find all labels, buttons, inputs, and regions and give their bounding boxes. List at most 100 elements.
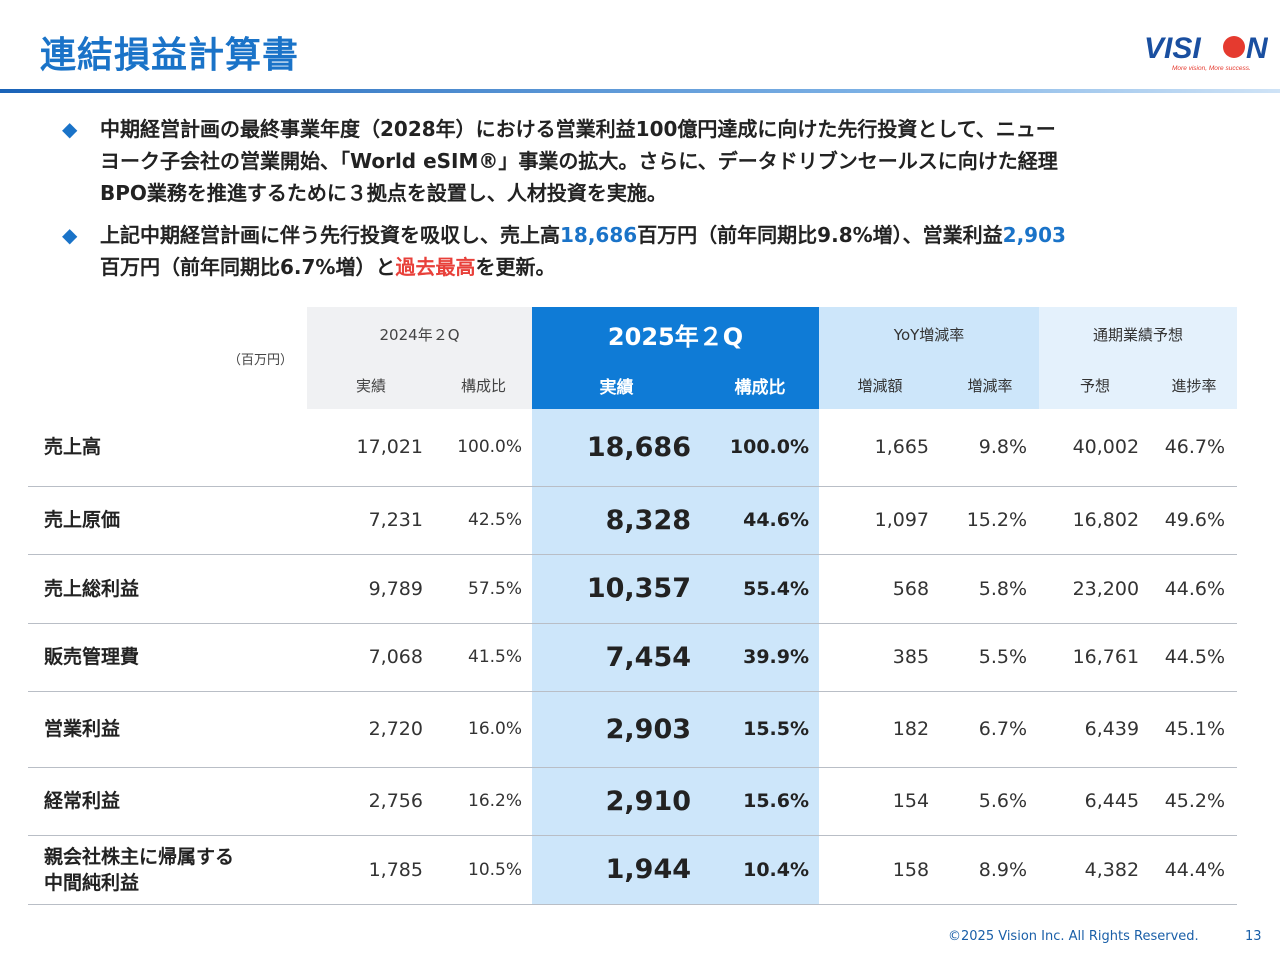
svg-text:N: N xyxy=(1246,32,1268,65)
table-row: 売上原価 7,231 42.5% 8,328 44.6% 1,097 15.2%… xyxy=(28,486,1238,555)
cell-rate: 5.6% xyxy=(941,767,1040,836)
col-rate: 増減率 xyxy=(941,361,1040,409)
col-prev-ratio: 構成比 xyxy=(435,361,533,409)
page-number: 13 xyxy=(1245,929,1262,944)
diamond-bullet-icon: ◆ xyxy=(62,117,78,141)
table-row: 売上高 17,021 100.0% 18,686 100.0% 1,665 9.… xyxy=(28,409,1238,487)
cell-cur-ratio: 15.6% xyxy=(701,767,820,836)
cell-progress: 44.6% xyxy=(1151,554,1238,624)
row-label: 販売管理費 xyxy=(28,623,307,692)
summary-bullets: ◆ 中期経営計画の最終事業年度（2028年）における営業利益100億円達成に向け… xyxy=(62,113,1212,293)
cell-diff: 568 xyxy=(819,554,942,624)
cell-diff: 1,665 xyxy=(819,409,942,487)
row-label: 売上高 xyxy=(28,409,307,487)
cell-prev-ratio: 100.0% xyxy=(435,409,533,487)
cell-cur: 1,944 xyxy=(532,835,702,905)
col-prev-actual: 実績 xyxy=(307,361,435,409)
cell-prev-ratio: 41.5% xyxy=(435,623,533,692)
col-progress: 進捗率 xyxy=(1151,361,1238,409)
cell-prev: 9,789 xyxy=(307,554,435,624)
bullet-line: BPO業務を推進するために３拠点を設置し、人材投資を実施。 xyxy=(100,181,667,205)
cell-prev: 7,068 xyxy=(307,623,435,692)
cell-cur: 10,357 xyxy=(532,554,702,624)
cell-cur-ratio: 10.4% xyxy=(701,835,820,905)
cell-prev-ratio: 16.0% xyxy=(435,691,533,768)
cell-prev: 7,231 xyxy=(307,486,435,555)
cell-forecast: 23,200 xyxy=(1039,554,1152,624)
row-label-line: 中間純利益 xyxy=(44,871,140,894)
header-rule xyxy=(0,89,1280,93)
cell-rate: 15.2% xyxy=(941,486,1040,555)
cell-diff: 158 xyxy=(819,835,942,905)
cell-progress: 44.4% xyxy=(1151,835,1238,905)
vision-logo: VISI N More vision, More success. xyxy=(1144,32,1268,72)
bullet-text-part: 百万円（前年同期比9.8%増）、営業利益 xyxy=(637,223,1003,247)
cell-forecast: 16,761 xyxy=(1039,623,1152,692)
cell-forecast: 16,802 xyxy=(1039,486,1152,555)
header-row-groups: （百万円） 2024年２Q 2025年２Q YoY増減率 通期業績予想 xyxy=(28,307,1238,368)
header-row-columns: 実績 構成比 実績 構成比 増減額 増減率 予想 進捗率 xyxy=(28,361,1238,409)
cell-progress: 44.5% xyxy=(1151,623,1238,692)
cell-cur: 7,454 xyxy=(532,623,702,692)
cell-prev-ratio: 42.5% xyxy=(435,486,533,555)
col-diff: 増減額 xyxy=(819,361,942,409)
highlight-record: 過去最高 xyxy=(395,255,476,279)
row-label: 営業利益 xyxy=(28,691,307,768)
cell-prev: 17,021 xyxy=(307,409,435,487)
cell-forecast: 4,382 xyxy=(1039,835,1152,905)
highlight-sales: 18,686 xyxy=(560,223,638,247)
cell-cur-ratio: 55.4% xyxy=(701,554,820,624)
svg-text:More vision, More success.: More vision, More success. xyxy=(1172,65,1251,72)
row-label-line: 親会社株主に帰属する xyxy=(44,845,235,868)
cell-forecast: 6,439 xyxy=(1039,691,1152,768)
cell-diff: 154 xyxy=(819,767,942,836)
svg-text:VISI: VISI xyxy=(1144,32,1201,65)
group-forecast: 通期業績予想 xyxy=(1039,307,1238,361)
cell-prev: 1,785 xyxy=(307,835,435,905)
cell-prev-ratio: 16.2% xyxy=(435,767,533,836)
cell-cur: 8,328 xyxy=(532,486,702,555)
cell-diff: 385 xyxy=(819,623,942,692)
row-label: 経常利益 xyxy=(28,767,307,836)
cell-cur-ratio: 39.9% xyxy=(701,623,820,692)
cell-cur-ratio: 44.6% xyxy=(701,486,820,555)
table-row: 経常利益 2,756 16.2% 2,910 15.6% 154 5.6% 6,… xyxy=(28,767,1238,836)
table-row: 親会社株主に帰属する 中間純利益 1,785 10.5% 1,944 10.4% … xyxy=(28,835,1238,905)
bullet-line: ヨーク子会社の営業開始、「World eSIM®」事業の拡大。さらに、データドリ… xyxy=(100,149,1058,173)
cell-cur: 18,686 xyxy=(532,409,702,487)
row-label: 親会社株主に帰属する 中間純利益 xyxy=(28,835,307,905)
cell-rate: 9.8% xyxy=(941,409,1040,487)
cell-cur-ratio: 100.0% xyxy=(701,409,820,487)
cell-prev: 2,756 xyxy=(307,767,435,836)
cell-rate: 5.5% xyxy=(941,623,1040,692)
table-row: 売上総利益 9,789 57.5% 10,357 55.4% 568 5.8% … xyxy=(28,554,1238,624)
cell-rate: 5.8% xyxy=(941,554,1040,624)
cell-cur: 2,910 xyxy=(532,767,702,836)
table-row: 販売管理費 7,068 41.5% 7,454 39.9% 385 5.5% 1… xyxy=(28,623,1238,692)
col-cur-ratio: 構成比 xyxy=(701,361,820,409)
group-yoy: YoY増減率 xyxy=(819,307,1040,361)
cell-cur-ratio: 15.5% xyxy=(701,691,820,768)
col-forecast: 予想 xyxy=(1039,361,1152,409)
cell-progress: 45.2% xyxy=(1151,767,1238,836)
col-cur-actual: 実績 xyxy=(532,361,702,409)
bullet-item: ◆ 中期経営計画の最終事業年度（2028年）における営業利益100億円達成に向け… xyxy=(62,113,1212,209)
row-label: 売上総利益 xyxy=(28,554,307,624)
cell-prev-ratio: 57.5% xyxy=(435,554,533,624)
cell-forecast: 40,002 xyxy=(1039,409,1152,487)
cell-prev-ratio: 10.5% xyxy=(435,835,533,905)
bullet-item: ◆ 上記中期経営計画に伴う先行投資を吸収し、売上高18,686百万円（前年同期比… xyxy=(62,219,1212,283)
cell-forecast: 6,445 xyxy=(1039,767,1152,836)
unit-label: （百万円） xyxy=(227,352,293,368)
bullet-line: 中期経営計画の最終事業年度（2028年）における営業利益100億円達成に向けた先… xyxy=(100,117,1056,141)
cell-cur: 2,903 xyxy=(532,691,702,768)
bullet-text: 上記中期経営計画に伴う先行投資を吸収し、売上高18,686百万円（前年同期比9.… xyxy=(100,219,1212,283)
cell-progress: 49.6% xyxy=(1151,486,1238,555)
cell-rate: 8.9% xyxy=(941,835,1040,905)
bullet-text-part: 百万円（前年同期比6.7%増）と xyxy=(100,255,396,279)
group-current: 2025年２Q xyxy=(532,307,820,361)
table-row: 営業利益 2,720 16.0% 2,903 15.5% 182 6.7% 6,… xyxy=(28,691,1238,768)
bullet-text-part: を更新。 xyxy=(475,255,556,279)
cell-progress: 45.1% xyxy=(1151,691,1238,768)
row-label: 売上原価 xyxy=(28,486,307,555)
